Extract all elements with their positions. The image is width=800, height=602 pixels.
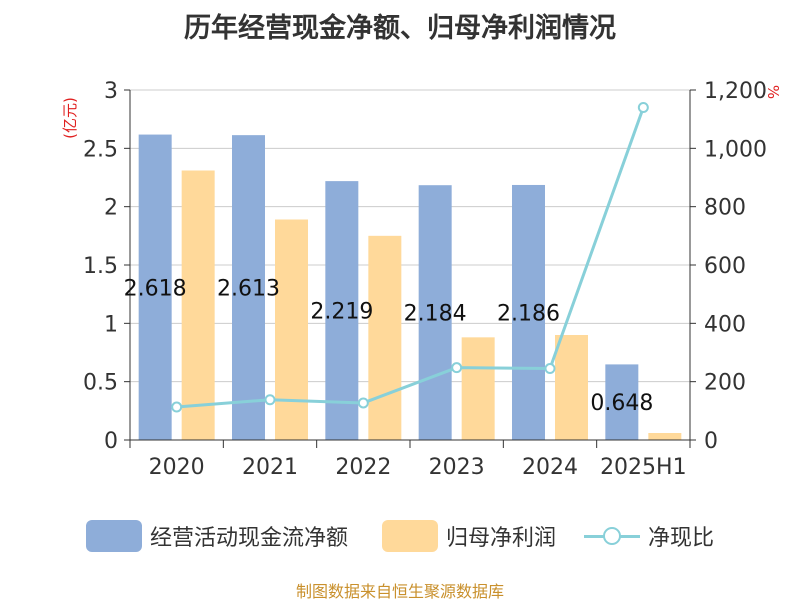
data-label-cashflow: 2.618	[124, 276, 187, 301]
data-label-cashflow: 2.184	[404, 302, 467, 327]
data-labels: 2.618 2.613 2.219 2.184 2.186 0.648	[124, 276, 654, 416]
legend-item-profit[interactable]: 归母净利润	[382, 518, 556, 554]
legend-label-cashflow: 经营活动现金流净额	[150, 526, 349, 551]
y-right-tick-label: 400	[704, 312, 746, 337]
bar-profit	[368, 235, 402, 440]
y-right-tick-label: 600	[704, 254, 746, 279]
bar-cashflow	[605, 364, 639, 440]
gridlines	[130, 89, 690, 383]
data-label-cashflow: 2.219	[310, 300, 373, 325]
ratio-point	[357, 397, 369, 409]
y-right-tick-label: 0	[704, 429, 718, 454]
y-right-tick-label: 800	[704, 196, 746, 221]
y-left-tick-label: 0	[104, 429, 118, 454]
bar-cashflow	[418, 185, 452, 440]
bar-profit	[555, 335, 588, 440]
y-right-tick-label: 1,000	[704, 137, 767, 162]
ratio-line	[171, 102, 649, 413]
bar-profit	[275, 219, 308, 440]
x-tick-label: 2021	[242, 455, 298, 480]
axes: 0 0.5 1 1.5 2 2.5 3 0 200 400 600 800 1,000 1,200 (亿元)…	[61, 79, 782, 480]
data-label-cashflow: 2.613	[217, 277, 280, 302]
bar-profit	[181, 170, 215, 440]
ratio-point	[451, 362, 463, 374]
x-tick-label: 2022	[335, 455, 391, 480]
x-tick-label: 2024	[522, 455, 578, 480]
y-left-tick-label: 0.5	[83, 371, 118, 396]
y-left-tick-label: 3	[104, 79, 118, 104]
ratio-point	[637, 102, 649, 113]
y-left-axis-label: (亿元)	[61, 97, 79, 139]
ratio-point	[544, 363, 556, 375]
y-right-axis-label: %	[764, 85, 782, 99]
data-label-cashflow: 0.648	[590, 391, 653, 416]
x-tick-label: 2023	[429, 455, 485, 480]
y-left-tick-label: 1.5	[83, 254, 118, 279]
source-note: 制图数据来自恒生聚源数据库	[295, 582, 504, 601]
legend-label-profit: 归母净利润	[446, 526, 557, 551]
bar-profit	[648, 433, 682, 440]
chart-title: 历年经营现金净额、归母净利润情况	[184, 13, 616, 44]
bar-cashflow	[325, 181, 359, 440]
x-tick-label: 2020	[149, 455, 205, 480]
x-tick-label: 2025H1	[600, 455, 687, 480]
bar-profit	[461, 337, 495, 440]
ratio-point	[171, 401, 183, 413]
legend-label-ratio: 净现比	[648, 526, 715, 551]
bar-cashflow	[512, 184, 545, 440]
y-left-tick-label: 2.5	[83, 137, 118, 162]
bar-cashflow	[232, 135, 265, 440]
y-left-tick-label: 2	[104, 196, 118, 221]
ratio-line-path	[176, 106, 645, 409]
bar-cashflow	[138, 134, 172, 441]
legend-swatch-profit	[382, 520, 438, 552]
y-right-tick-label: 1,200	[704, 79, 767, 104]
legend-swatch-cashflow	[86, 520, 142, 552]
data-label-cashflow: 2.186	[497, 301, 560, 326]
legend-item-cashflow[interactable]: 经营活动现金流净额	[86, 518, 348, 554]
ratio-point	[264, 394, 276, 406]
y-left-tick-label: 1	[104, 312, 118, 337]
legend: 经营活动现金流净额 归母净利润 净现比	[0, 518, 800, 554]
legend-swatch-ratio	[584, 520, 640, 552]
legend-item-ratio[interactable]: 净现比	[584, 518, 714, 554]
bars	[138, 134, 682, 441]
y-right-tick-label: 200	[704, 371, 746, 396]
